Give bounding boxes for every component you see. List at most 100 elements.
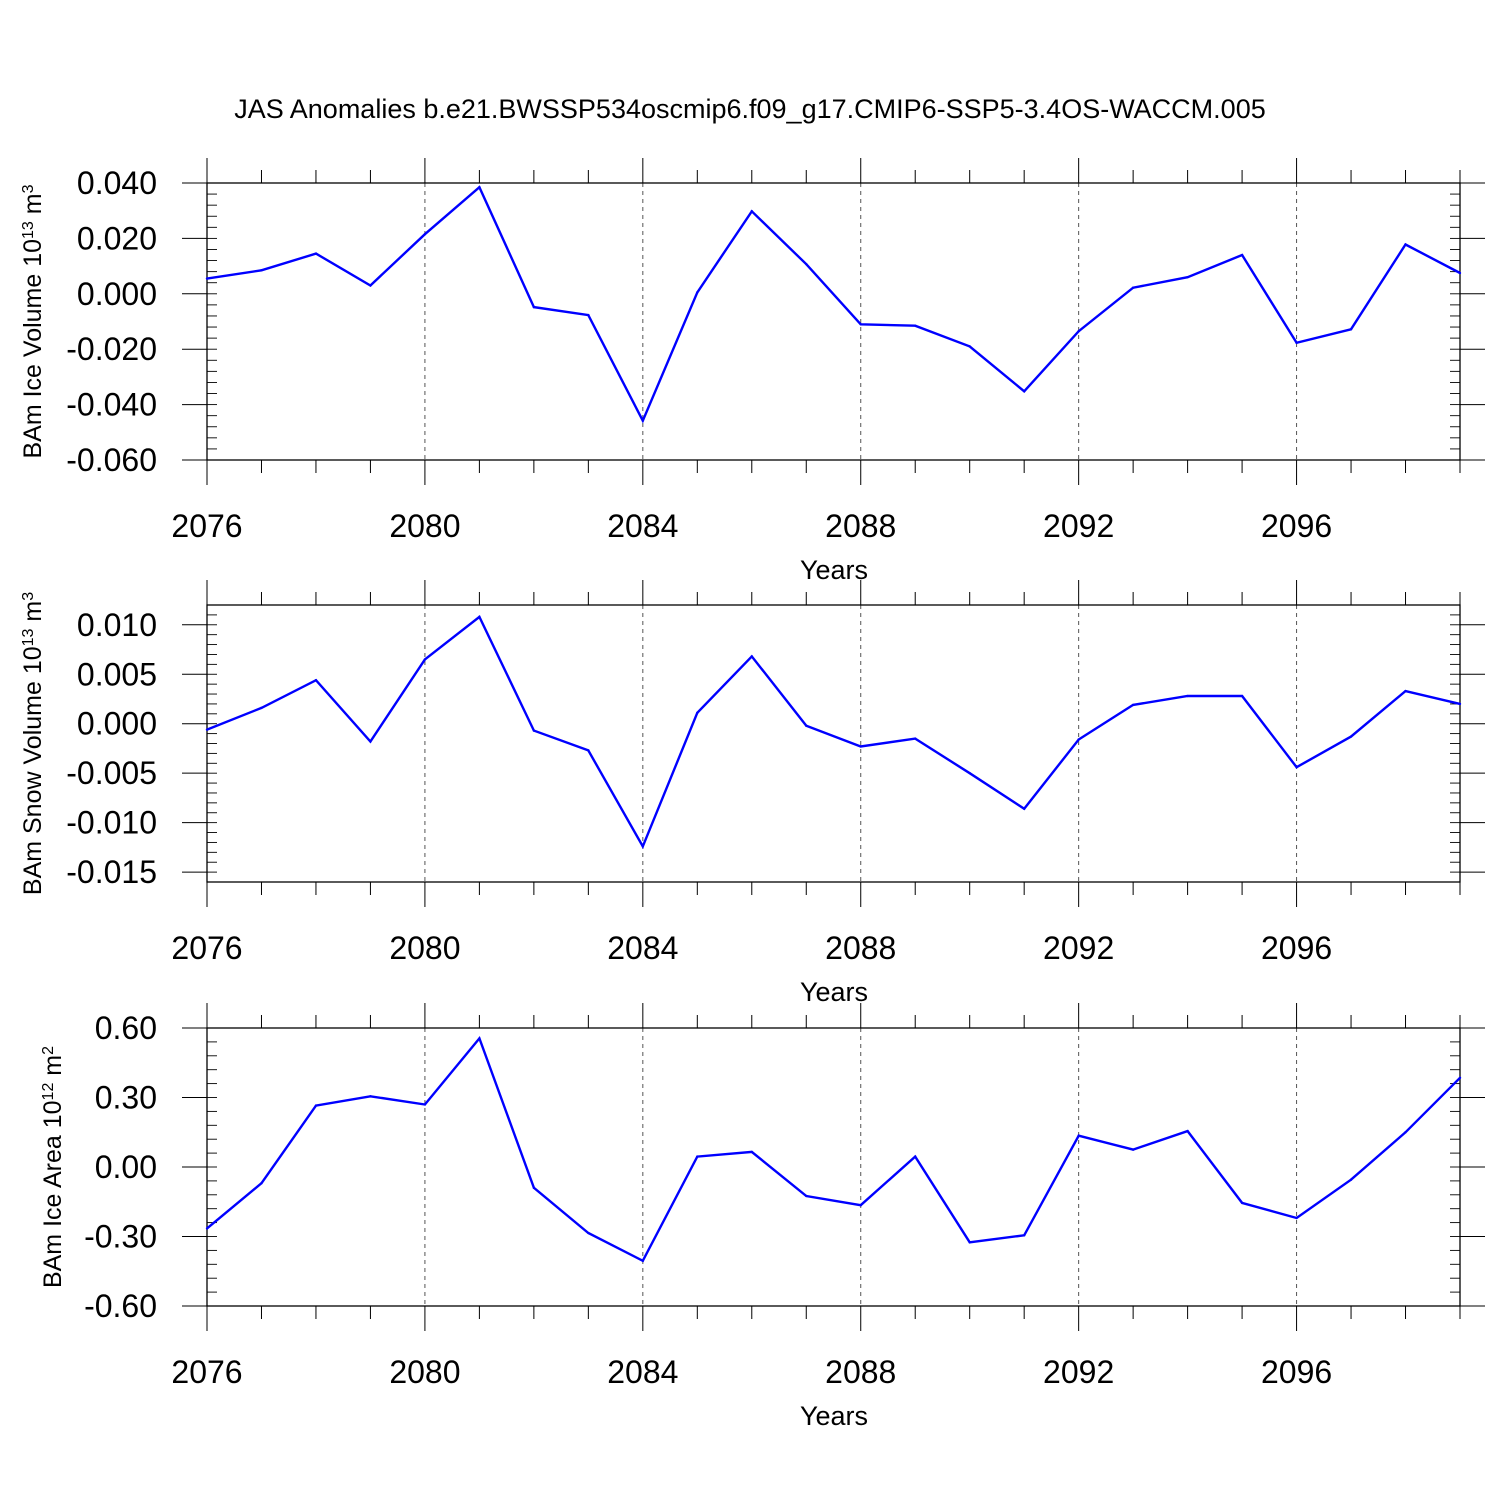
data-point [914,1155,917,1158]
panel-3: -0.60 -0.30 0.00 0.30 0.60 2076 2080 2084 2088 20… [39,1003,1485,1431]
y-tick-label: -0.010 [66,805,157,841]
data-point [314,1104,318,1107]
x-tick-label: 2080 [389,508,460,544]
y-tick-label: -0.020 [66,331,157,367]
data-point [859,1204,862,1207]
y-axis-label-part: BAm Ice Volume 10 [19,239,47,459]
y-axis-label-superscript: 13 [20,221,37,239]
plot-frame [206,604,1461,883]
data-point [696,711,699,715]
y-tick-label: -0.060 [66,442,157,478]
y-tick-label: -0.005 [66,755,157,791]
x-tick-label: 2096 [1261,930,1332,966]
y-tick-label: -0.040 [66,387,157,423]
y-axis-label: BAm Ice Volume 1013 m3 [19,184,47,458]
data-point [260,1182,263,1185]
data-point [805,262,808,266]
y-tick-label: 0.00 [95,1149,157,1185]
data-point [641,845,645,848]
y-tick-label: -0.015 [66,854,157,890]
panel-2: -0.015 -0.010 -0.005 0.000 0.005 0.010 2076 208… [19,580,1485,1007]
data-point [423,1103,427,1106]
y-tick-label: 0.000 [77,276,157,312]
data-point [369,740,372,743]
data-point [532,1186,536,1190]
data-point [1186,694,1189,698]
x-axis-label: Years [800,1401,868,1431]
data-point [968,771,971,775]
data-point [1240,1201,1244,1205]
data-point [369,284,372,287]
x-axis-label: Years [800,555,868,585]
y-tick-label: 0.010 [77,607,157,643]
data-point [1240,694,1244,698]
data-point [423,658,427,661]
data-point [641,1259,645,1263]
x-tick-label: 2080 [389,930,460,966]
data-point [1404,243,1407,246]
y-axis-label-part: m [39,1055,67,1083]
x-tick-label: 2084 [607,930,678,966]
y-tick-label: -0.60 [84,1288,157,1324]
x-tick-label: 2088 [825,1354,896,1390]
data-point [587,749,590,752]
data-point [205,728,209,731]
x-tick-label: 2092 [1043,508,1114,544]
x-tick-label: 2088 [825,508,896,544]
x-tick-label: 2092 [1043,930,1114,966]
data-point [1131,286,1135,289]
y-axis-label-superscript: 2 [40,1046,57,1055]
data-point [314,678,318,682]
data-point [805,1194,808,1198]
y-tick-label: 0.60 [95,1010,157,1046]
x-axis-label: Years [800,977,868,1007]
data-point [968,345,971,348]
data-point [205,277,209,280]
data-point [1349,735,1353,738]
data-point [423,233,427,236]
data-line-series-1 [206,1036,1461,1263]
data-point [478,1037,481,1040]
data-point [532,305,536,309]
data-point [1186,275,1189,279]
chart-title: JAS Anomalies b.e21.BWSSP534oscmip6.f09_… [234,94,1265,124]
x-tick-label: 2076 [171,930,242,966]
data-point [914,324,917,327]
data-point [532,729,536,732]
data-point [1131,703,1135,707]
data-point [859,745,862,748]
data-point [1295,1216,1298,1220]
data-point [205,1227,209,1230]
data-point [478,615,481,619]
data-point [750,1150,753,1154]
x-tick-label: 2096 [1261,1354,1332,1390]
data-point [914,737,917,740]
data-point [1404,1131,1407,1134]
data-point [260,269,263,272]
data-line-series-1 [206,185,1461,424]
y-axis-label-superscript: 3 [20,184,37,193]
data-point [1349,1178,1353,1181]
x-tick-label: 2096 [1261,508,1332,544]
data-point [1404,689,1407,693]
panel-1: -0.060 -0.040 -0.020 0.000 0.020 0.040 2076 208… [19,158,1485,585]
y-axis-label-superscript: 13 [20,628,37,646]
data-point [805,724,808,727]
panels: -0.060 -0.040 -0.020 0.000 0.020 0.040 2076 208… [19,158,1485,1431]
data-point [587,313,590,317]
y-tick-label: 0.020 [77,220,157,256]
data-point [750,655,753,658]
x-tick-label: 2084 [607,1354,678,1390]
data-point [1295,341,1298,345]
data-point [1022,1234,1026,1237]
x-tick-label: 2092 [1043,1354,1114,1390]
data-point [314,252,318,255]
x-tick-label: 2076 [171,1354,242,1390]
y-axis-label-part: m [19,601,47,629]
data-point [478,185,481,189]
y-tick-label: -0.30 [84,1219,157,1255]
data-point [587,1231,590,1235]
x-tick-label: 2080 [389,1354,460,1390]
y-tick-label: 0.30 [95,1080,157,1116]
